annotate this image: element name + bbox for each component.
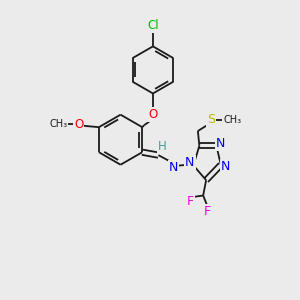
Text: CH₃: CH₃	[49, 119, 67, 129]
Text: Cl: Cl	[147, 19, 159, 32]
Text: F: F	[187, 195, 194, 208]
Text: O: O	[74, 118, 83, 131]
Text: N: N	[221, 160, 230, 172]
Text: N: N	[185, 156, 195, 169]
Text: H: H	[158, 140, 166, 153]
Text: N: N	[216, 137, 226, 151]
Text: S: S	[207, 113, 215, 126]
Text: O: O	[148, 108, 158, 121]
Text: CH₃: CH₃	[223, 115, 242, 124]
Text: N: N	[169, 161, 178, 174]
Text: F: F	[204, 206, 211, 218]
